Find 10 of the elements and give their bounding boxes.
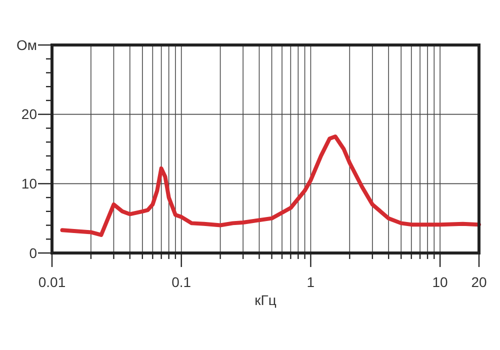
x-tick-label: 0.01: [38, 274, 66, 290]
x-tick-label: 1: [306, 274, 315, 290]
x-tick-label: 10: [432, 274, 448, 290]
x-axis-title: кГц: [254, 292, 276, 308]
x-tick-label: 20: [471, 274, 487, 290]
x-tick-label: 0.1: [172, 274, 192, 290]
y-tick-label: 20: [21, 106, 38, 122]
y-tick-label: 0: [29, 244, 38, 261]
y-tick-label: Ом: [16, 36, 37, 53]
y-tick-label: 10: [21, 176, 38, 192]
